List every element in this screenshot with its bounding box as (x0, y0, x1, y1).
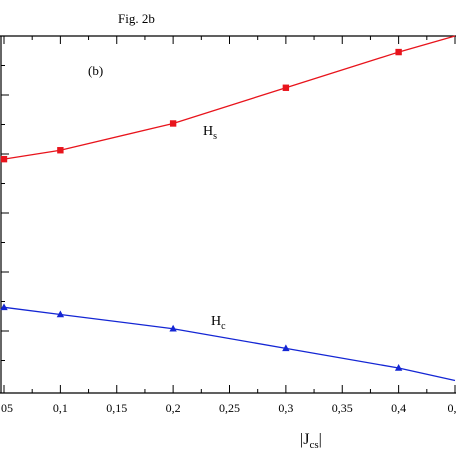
series-point-hc (394, 364, 403, 371)
series-label-hc: Hc (211, 314, 226, 332)
series-point-hs (169, 120, 177, 127)
series-point-hs (0, 155, 8, 163)
series-label-hc-main: H (211, 314, 221, 329)
series-point-hc (169, 324, 177, 332)
x-tick-label: 0,15 (106, 401, 127, 415)
series-label-hs: Hs (203, 124, 217, 142)
figure-label: Fig. 2b (118, 11, 155, 26)
x-tick-label: 0,4 (391, 401, 406, 415)
x-axis-title-tail: | (319, 431, 322, 448)
series-label-hc-sub: c (221, 321, 226, 332)
series-point-hs (395, 48, 402, 56)
series-line-hc (3, 306, 456, 382)
x-tick-label: 0,25 (219, 401, 240, 415)
series-point-hc (282, 344, 290, 352)
x-tick-label: 05 (1, 401, 13, 415)
x-tick-label: 0,3 (278, 401, 293, 415)
series-line-hs (3, 35, 456, 160)
series-label-hs-sub: s (213, 131, 217, 142)
x-axis-title-main: |J (300, 431, 309, 448)
series-markers (0, 48, 403, 371)
panel-label: (b) (88, 63, 103, 78)
x-tick-label: 0,35 (332, 401, 353, 415)
series-point-hs (57, 147, 64, 154)
x-tick-label: 0,1 (53, 401, 68, 415)
x-axis-title-sub: cs (309, 439, 318, 451)
series-point-hc (56, 310, 65, 318)
tick-marks (1, 36, 456, 393)
series-point-hs (282, 84, 290, 91)
axes-frame (0, 35, 456, 394)
x-tick-labels: 05 0,1 0,15 0,2 0,25 0,3 0,35 0,4 0,4 (1, 401, 456, 415)
x-tick-label: 0,4 (448, 401, 456, 415)
x-axis-title: |Jcs| (300, 431, 322, 451)
series-point-hc (0, 303, 8, 311)
x-tick-label: 0,2 (166, 401, 181, 415)
series-label-hs-main: H (203, 124, 213, 139)
series-curves (3, 35, 456, 382)
